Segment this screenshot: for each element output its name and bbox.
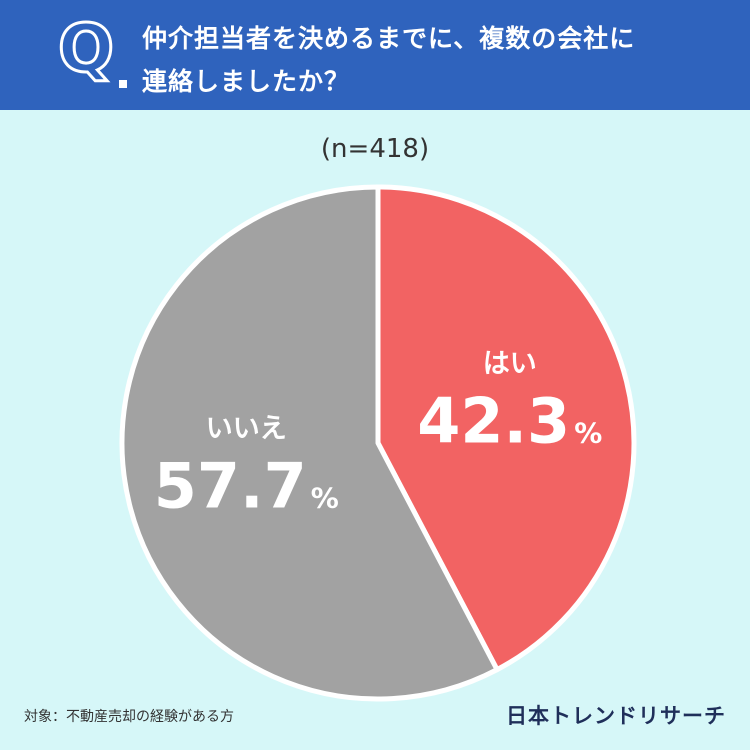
pie-slice-value-0: 42.3% (417, 384, 602, 457)
question-mark-dot (119, 80, 127, 88)
question-text-line1: 仲介担当者を決めるまでに、複数の会社に (142, 24, 636, 53)
survey-target-note: 対象：不動産売却の経験がある方 (24, 709, 234, 725)
question-header: Q 仲介担当者を決めるまでに、複数の会社に 連絡しましたか？ (0, 0, 750, 110)
sample-size: (n=418) (320, 134, 430, 164)
pie-slice-1 (119, 184, 500, 702)
question-mark-icon: Q (56, 10, 115, 87)
pie-slice-value-1: 57.7% (154, 450, 339, 523)
question-text-line2: 連絡しましたか？ (142, 67, 351, 96)
pie-slice-0 (375, 184, 637, 673)
pie-slice-label-0: はい (483, 348, 537, 379)
brand-logo: 日本トレンドリサーチ (506, 704, 726, 728)
pie-slice-label-1: いいえ (206, 414, 287, 445)
